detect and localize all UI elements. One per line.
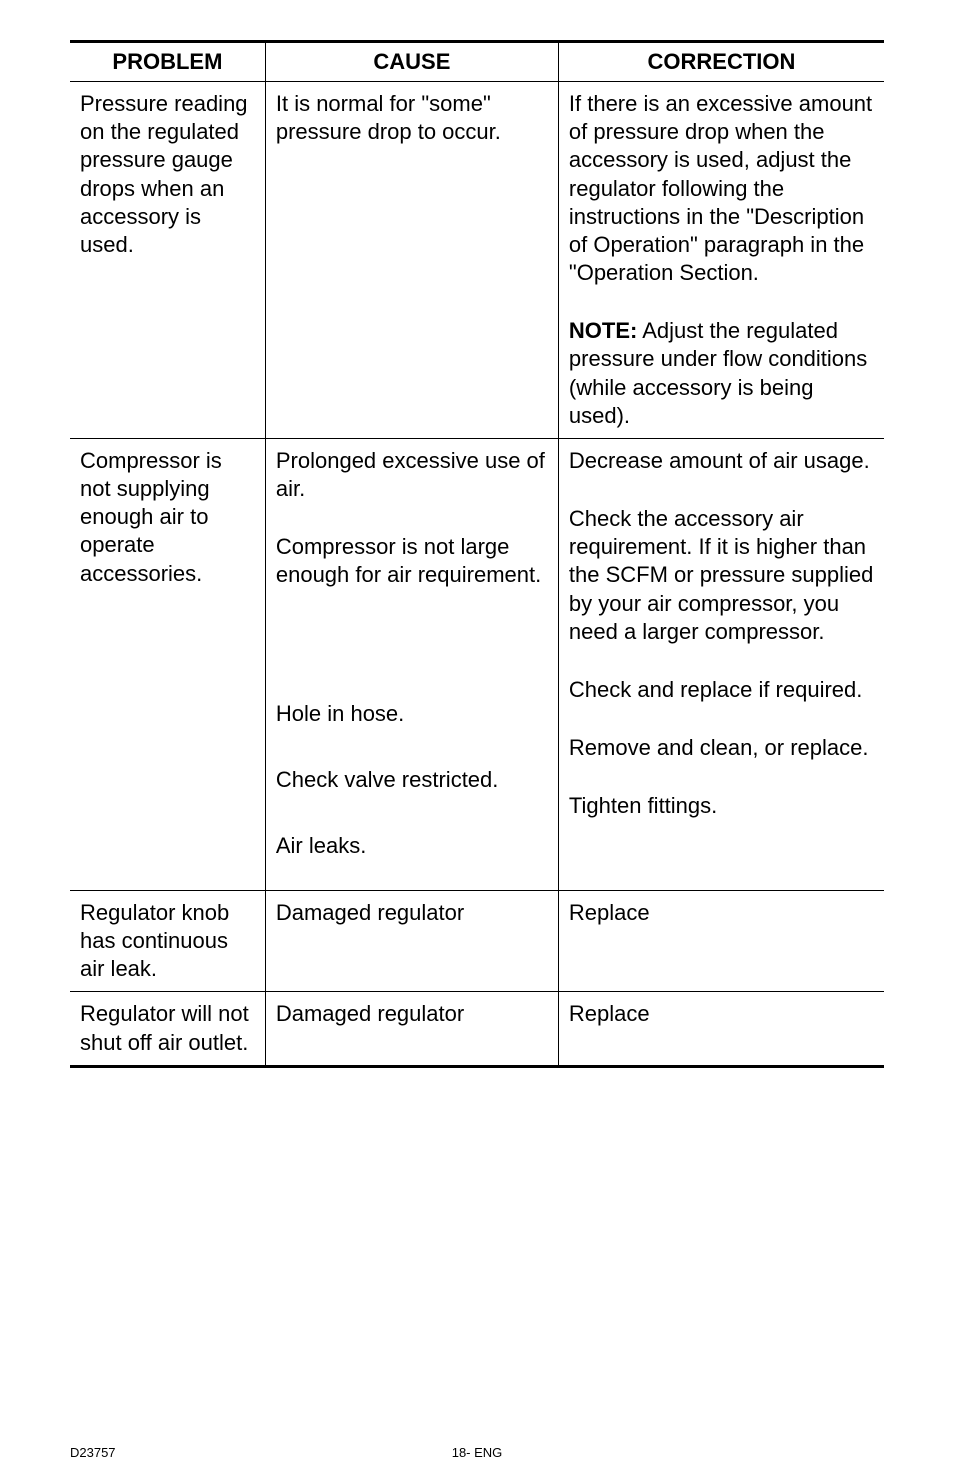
cause-item: Check valve restricted. (276, 766, 548, 794)
correction-text: If there is an excessive amount of press… (569, 90, 874, 287)
cause-text: Damaged regulator (276, 899, 548, 927)
correction-item: Tighten fittings. (569, 792, 874, 820)
cell-cause: Damaged regulator (265, 890, 558, 991)
cell-problem: Regulator will not shut off air outlet. (70, 992, 265, 1066)
cause-item: Hole in hose. (276, 700, 548, 728)
cell-cause: Prolonged excessive use of air. Compress… (265, 438, 558, 890)
cell-correction: If there is an excessive amount of press… (558, 82, 884, 439)
cell-problem: Compressor is not supplying enough air t… (70, 438, 265, 890)
cause-text: Damaged regulator (276, 1000, 548, 1028)
cause-item: Prolonged excessive use of air. (276, 447, 548, 503)
cell-correction: Replace (558, 890, 884, 991)
table-row: Regulator knob has continuous air leak. … (70, 890, 884, 991)
correction-item: Remove and clean, or replace. (569, 734, 874, 762)
cause-item: Compressor is not large enough for air r… (276, 533, 548, 589)
header-correction: CORRECTION (558, 42, 884, 82)
cell-problem: Regulator knob has continuous air leak. (70, 890, 265, 991)
table-row: Regulator will not shut off air outlet. … (70, 992, 884, 1066)
footer-doc-id: D23757 (70, 1445, 116, 1460)
cell-correction: Decrease amount of air usage. Check the … (558, 438, 884, 890)
correction-note: NOTE: Adjust the regulated pressure unde… (569, 317, 874, 430)
cell-problem: Pressure reading on the regulated pressu… (70, 82, 265, 439)
cell-cause: It is normal for "some" pressure drop to… (265, 82, 558, 439)
correction-item: Check the accessory air requirement. If … (569, 505, 874, 646)
header-problem: PROBLEM (70, 42, 265, 82)
table-row: Compressor is not supplying enough air t… (70, 438, 884, 890)
troubleshooting-table: PROBLEM CAUSE CORRECTION Pressure readin… (70, 40, 884, 1068)
table-row: Pressure reading on the regulated pressu… (70, 82, 884, 439)
correction-item: Check and replace if required. (569, 676, 874, 704)
header-cause: CAUSE (265, 42, 558, 82)
cause-item: Air leaks. (276, 832, 548, 860)
correction-item: Decrease amount of air usage. (569, 447, 874, 475)
footer-page-number: 18- ENG (452, 1445, 503, 1460)
cell-cause: Damaged regulator (265, 992, 558, 1066)
cell-correction: Replace (558, 992, 884, 1066)
